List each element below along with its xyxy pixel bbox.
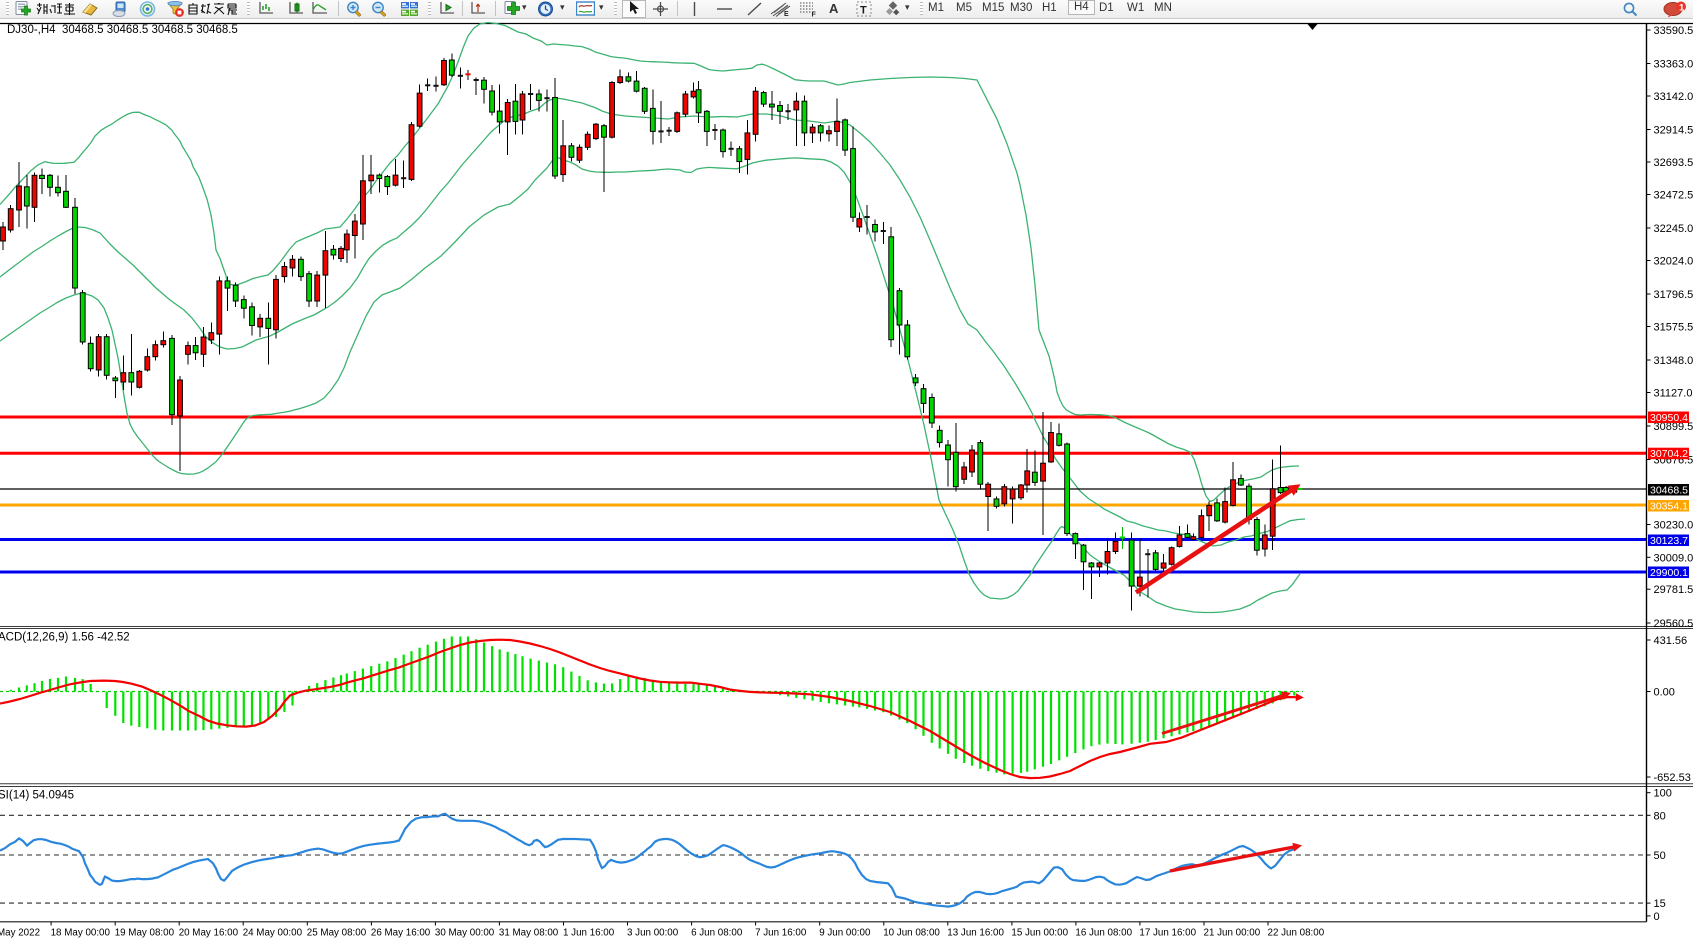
svg-text:DJ30-,H4 30468.5 30468.5 3046: DJ30-,H4 30468.5 30468.5 30468.5 30468.5 bbox=[7, 24, 238, 36]
svg-text:31575.5: 31575.5 bbox=[1654, 322, 1693, 334]
svg-text:24 May 00:00: 24 May 00:00 bbox=[243, 928, 303, 938]
svg-text:30123.7: 30123.7 bbox=[1650, 535, 1688, 547]
svg-text:SI(14) 54.0945: SI(14) 54.0945 bbox=[0, 790, 74, 802]
svg-text:29900.1: 29900.1 bbox=[1650, 567, 1688, 579]
svg-text:32693.5: 32693.5 bbox=[1654, 157, 1693, 169]
svg-text:3 Jun 00:00: 3 Jun 00:00 bbox=[627, 928, 679, 938]
svg-text:16 Jun 08:00: 16 Jun 08:00 bbox=[1075, 928, 1132, 938]
svg-text:30354.1: 30354.1 bbox=[1650, 501, 1688, 513]
svg-text:0.00: 0.00 bbox=[1654, 687, 1675, 699]
svg-text:1 Jun 16:00: 1 Jun 16:00 bbox=[563, 928, 615, 938]
svg-text:30899.5: 30899.5 bbox=[1654, 421, 1693, 433]
svg-text:10 Jun 08:00: 10 Jun 08:00 bbox=[883, 928, 940, 938]
svg-text:May 2022: May 2022 bbox=[0, 928, 40, 938]
svg-text:13 Jun 16:00: 13 Jun 16:00 bbox=[947, 928, 1004, 938]
svg-text:30 May 00:00: 30 May 00:00 bbox=[435, 928, 495, 938]
svg-text:0: 0 bbox=[1654, 911, 1660, 923]
svg-text:30468.5: 30468.5 bbox=[1650, 485, 1688, 497]
svg-text:22 Jun 08:00: 22 Jun 08:00 bbox=[1268, 928, 1325, 938]
svg-text:26 May 16:00: 26 May 16:00 bbox=[371, 928, 431, 938]
svg-text:30009.0: 30009.0 bbox=[1654, 552, 1693, 564]
svg-text:F: F bbox=[812, 12, 817, 18]
svg-text:33142.0: 33142.0 bbox=[1654, 91, 1693, 103]
svg-text:E: E bbox=[784, 11, 789, 17]
svg-text:25 May 08:00: 25 May 08:00 bbox=[307, 928, 367, 938]
svg-text:1: 1 bbox=[1679, 2, 1685, 13]
svg-text:33590.5: 33590.5 bbox=[1654, 25, 1693, 37]
svg-text:80: 80 bbox=[1654, 810, 1666, 822]
svg-text:9 Jun 00:00: 9 Jun 00:00 bbox=[819, 928, 871, 938]
svg-text:30950.4: 30950.4 bbox=[1650, 412, 1688, 424]
svg-text:32245.0: 32245.0 bbox=[1654, 223, 1693, 235]
svg-text:30230.0: 30230.0 bbox=[1654, 520, 1693, 532]
svg-text:20 May 16:00: 20 May 16:00 bbox=[179, 928, 239, 938]
svg-text:18 May 00:00: 18 May 00:00 bbox=[51, 928, 111, 938]
svg-text:100: 100 bbox=[1654, 788, 1672, 800]
svg-text:31 May 08:00: 31 May 08:00 bbox=[499, 928, 559, 938]
svg-text:32024.0: 32024.0 bbox=[1654, 256, 1693, 268]
svg-text:17 Jun 16:00: 17 Jun 16:00 bbox=[1139, 928, 1196, 938]
svg-text:32472.5: 32472.5 bbox=[1654, 190, 1693, 202]
svg-text:T: T bbox=[860, 5, 867, 17]
svg-text:7 Jun 16:00: 7 Jun 16:00 bbox=[755, 928, 807, 938]
svg-text:21 Jun 00:00: 21 Jun 00:00 bbox=[1204, 928, 1261, 938]
svg-text:-652.53: -652.53 bbox=[1654, 772, 1691, 784]
svg-text:ACD(12,26,9) 1.56 -42.52: ACD(12,26,9) 1.56 -42.52 bbox=[0, 632, 130, 644]
svg-text:31796.5: 31796.5 bbox=[1654, 289, 1693, 301]
svg-text:31348.0: 31348.0 bbox=[1654, 355, 1693, 367]
svg-text:431.56: 431.56 bbox=[1654, 635, 1688, 647]
svg-text:19 May 08:00: 19 May 08:00 bbox=[115, 928, 175, 938]
svg-text:31127.0: 31127.0 bbox=[1654, 388, 1693, 400]
svg-text:29560.5: 29560.5 bbox=[1654, 618, 1693, 630]
svg-text:50: 50 bbox=[1654, 850, 1666, 862]
svg-text:33363.0: 33363.0 bbox=[1654, 59, 1693, 71]
svg-text:15 Jun 00:00: 15 Jun 00:00 bbox=[1011, 928, 1068, 938]
svg-text:6 Jun 08:00: 6 Jun 08:00 bbox=[691, 928, 743, 938]
svg-text:30704.2: 30704.2 bbox=[1650, 448, 1688, 460]
svg-text:32914.5: 32914.5 bbox=[1654, 125, 1693, 137]
svg-text:15: 15 bbox=[1654, 898, 1666, 910]
svg-text:29781.5: 29781.5 bbox=[1654, 584, 1693, 596]
